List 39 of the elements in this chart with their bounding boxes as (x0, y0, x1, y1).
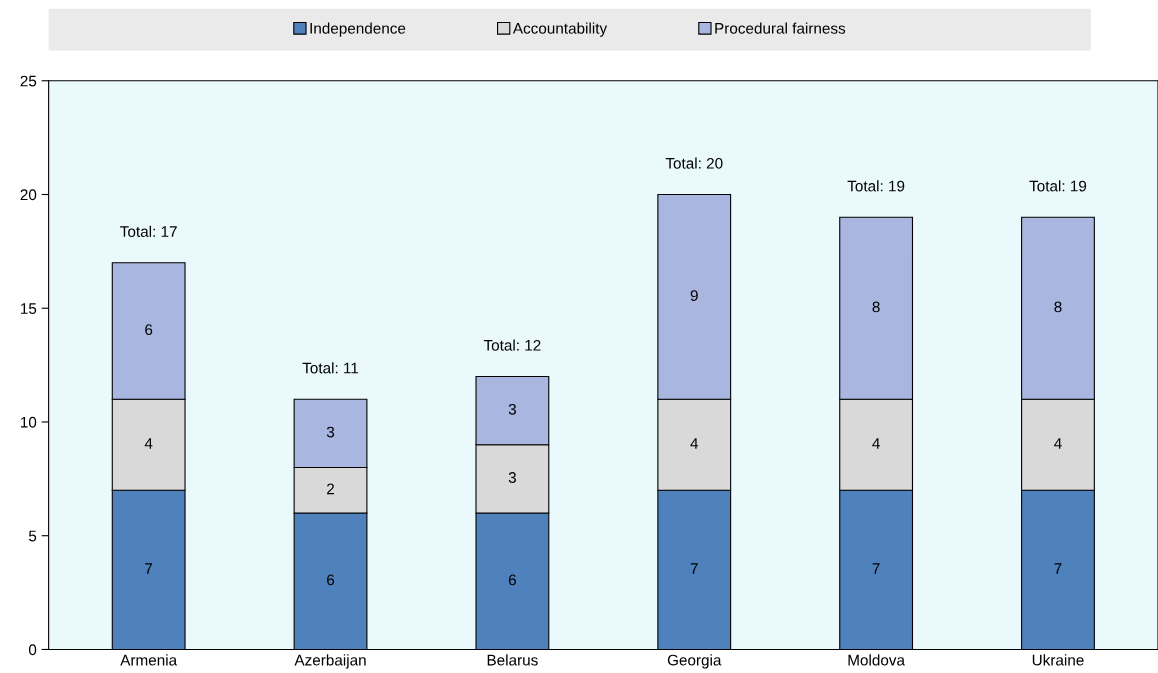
total-label: Total: 20 (665, 157, 723, 169)
data-label: 7 (690, 563, 698, 574)
y-tick-label: 25 (20, 75, 37, 87)
data-label: 7 (145, 563, 153, 574)
data-label: 2 (327, 483, 335, 495)
total-label: Total: 17 (120, 225, 177, 237)
x-tick-label: Georgia (667, 654, 722, 669)
data-label: 6 (327, 574, 335, 586)
x-tick-label: Belarus (487, 654, 538, 666)
data-label: 3 (508, 472, 516, 483)
x-tick-label: Ukraine (1032, 654, 1084, 666)
data-label: 7 (1054, 563, 1062, 574)
data-label: 3 (508, 403, 516, 415)
x-tick-label: Azerbaijan (294, 654, 366, 669)
x-tick-label: Moldova (848, 654, 905, 666)
data-label: 6 (145, 324, 153, 336)
y-tick-label: 0 (28, 644, 37, 656)
data-label: 4 (144, 438, 153, 449)
data-label: 4 (1054, 438, 1062, 449)
y-tick-label: 20 (20, 189, 37, 201)
data-label: 6 (508, 574, 516, 586)
y-tick-label: 10 (21, 416, 37, 428)
data-label: 7 (872, 563, 880, 574)
legend-label: Accountability (512, 22, 608, 37)
data-label: 9 (690, 290, 698, 301)
data-label: 3 (326, 426, 335, 438)
data-label: 8 (872, 301, 880, 313)
y-tick-label: 5 (28, 530, 37, 542)
data-label: 4 (690, 438, 699, 449)
legend-label: Procedural fairness (715, 22, 846, 34)
data-label: 8 (1054, 301, 1062, 313)
total-label: Total: 11 (302, 362, 359, 374)
x-tick-label: Armenia (120, 654, 178, 666)
y-tick-label: 15 (21, 303, 37, 314)
total-label: Total: 12 (483, 339, 541, 351)
total-label: Total: 19 (847, 180, 905, 192)
legend-label: Independence (310, 22, 406, 37)
total-label: Total: 19 (1029, 180, 1087, 192)
data-label: 4 (872, 438, 880, 449)
